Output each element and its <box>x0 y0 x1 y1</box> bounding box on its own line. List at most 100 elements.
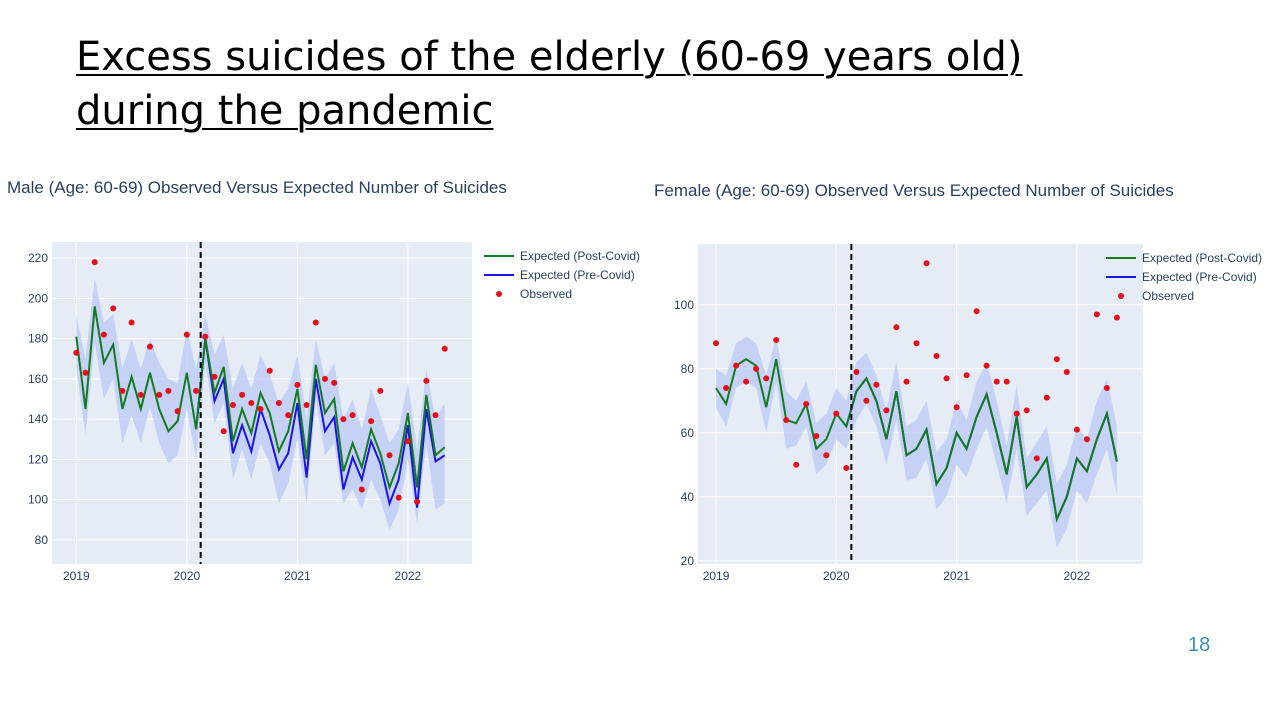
male-legend-pre-covid-label: Expected (Pre-Covid) <box>520 268 635 282</box>
male-observed-point <box>340 416 347 423</box>
male-y-tick-label: 140 <box>28 412 48 426</box>
female-x-tick-label: 2022 <box>1063 569 1090 583</box>
male-observed-point <box>368 418 375 425</box>
slide-title-line2: during the pandemic <box>76 88 494 134</box>
female-observed-point <box>873 381 880 388</box>
female-observed-point <box>1003 378 1010 385</box>
female-observed-point <box>723 385 730 391</box>
female-observed-point <box>923 260 930 267</box>
male-observed-point <box>147 343 153 350</box>
male-observed-point <box>165 387 172 394</box>
male-x-tick-label: 2021 <box>284 569 311 583</box>
male-legend-observed-swatch <box>496 291 502 297</box>
female-observed-point <box>753 365 760 372</box>
male-line-post-covid <box>75 306 446 491</box>
male-x-tick-label: 2020 <box>173 569 200 583</box>
female-observed-point <box>1033 455 1040 462</box>
female-legend-observed-swatch <box>1118 293 1124 299</box>
male-observed-point <box>312 319 319 326</box>
female-observed-point <box>933 353 940 359</box>
male-observed-point <box>82 369 89 376</box>
female-observed-point <box>823 452 830 459</box>
female-legend-pre-covid-label: Expected (Pre-Covid) <box>1142 270 1257 284</box>
male-observed-point <box>211 373 218 380</box>
female-observed-point <box>973 308 980 315</box>
male-observed-point <box>239 391 246 398</box>
male-observed-point <box>331 379 338 386</box>
female-observed-point <box>993 378 1000 385</box>
female-observed-point <box>1073 426 1080 433</box>
male-observed-point <box>73 349 80 356</box>
female-chart-title: Female (Age: 60-69) Observed Versus Expe… <box>654 181 1174 200</box>
female-observed-point <box>1113 314 1120 321</box>
female-y-tick-label: 100 <box>674 298 694 312</box>
slide-title-line1: Excess suicides of the elderly (60-69 ye… <box>76 34 1023 80</box>
male-observed-point <box>358 486 365 493</box>
female-observed-point <box>1093 311 1100 318</box>
male-observed-point <box>432 412 439 419</box>
female-observed-point <box>1013 410 1020 417</box>
male-confidence-band <box>76 278 445 530</box>
male-x-tick-label: 2019 <box>63 569 90 583</box>
male-y-tick-label: 220 <box>28 251 48 265</box>
male-x-tick-label: 2022 <box>395 569 422 583</box>
male-y-tick-label: 100 <box>28 493 48 507</box>
female-chart: 20 40 60 80 100 2019 2020 2021 2022 Expected (Pos… <box>674 244 1262 583</box>
male-observed-point <box>303 402 310 408</box>
female-observed-point <box>803 401 810 407</box>
male-observed-point <box>395 494 402 501</box>
male-observed-point <box>349 412 356 419</box>
male-observed-point <box>404 438 411 445</box>
female-observed-point <box>893 324 900 331</box>
female-observed-point <box>733 362 740 369</box>
female-x-tick-label: 2020 <box>823 569 850 583</box>
male-observed-point <box>220 428 227 435</box>
female-x-tick-label: 2019 <box>703 569 730 583</box>
female-legend-post-covid-label: Expected (Post-Covid) <box>1142 251 1262 265</box>
female-y-tick-label: 60 <box>681 426 695 440</box>
male-line-pre-covid <box>195 338 446 508</box>
male-observed-point <box>119 387 126 394</box>
female-observed-point <box>1043 394 1050 401</box>
female-observed-point <box>1023 407 1030 414</box>
female-observed-point <box>983 362 990 369</box>
female-observed-point <box>1103 385 1110 391</box>
male-observed-point <box>156 391 163 398</box>
female-observed-point <box>863 397 870 404</box>
female-observed-point <box>883 407 890 414</box>
female-observed-point <box>913 340 920 347</box>
male-y-tick-label: 120 <box>28 452 48 466</box>
male-observed-point <box>91 259 98 266</box>
female-observed-point <box>1083 436 1090 443</box>
slide-title: Excess suicides of the elderly (60-69 ye… <box>76 30 1076 138</box>
male-y-tick-label: 160 <box>28 372 48 386</box>
female-observed-point <box>953 404 960 411</box>
male-y-tick-label: 80 <box>35 533 49 547</box>
female-x-tick-label: 2021 <box>943 569 970 583</box>
female-observed-point <box>1063 369 1070 375</box>
female-observed-point <box>853 369 860 375</box>
male-observed-point <box>377 387 384 394</box>
female-observed-point <box>763 375 770 382</box>
male-y-tick-label: 200 <box>28 291 48 305</box>
female-observed-point <box>813 433 820 439</box>
male-y-tick-label: 180 <box>28 332 48 346</box>
male-observed-point <box>137 391 144 398</box>
page-number: 18 <box>1188 634 1211 656</box>
female-observed-point <box>843 465 850 471</box>
male-observed-point <box>174 408 181 415</box>
female-observed-point <box>833 410 840 417</box>
male-chart-title: Male (Age: 60-69) Observed Versus Expect… <box>7 178 507 197</box>
female-observed-point <box>783 417 790 423</box>
male-observed-point <box>423 377 430 384</box>
male-observed-point <box>414 498 421 505</box>
male-observed-point <box>248 400 255 406</box>
male-legend-observed-label: Observed <box>520 287 572 301</box>
male-observed-point <box>285 412 292 419</box>
female-y-tick-label: 80 <box>681 362 695 376</box>
male-observed-point <box>100 331 107 338</box>
male-observed-point <box>275 400 282 406</box>
female-observed-point <box>713 340 719 347</box>
female-observed-point <box>943 375 950 382</box>
male-observed-point <box>193 387 200 394</box>
